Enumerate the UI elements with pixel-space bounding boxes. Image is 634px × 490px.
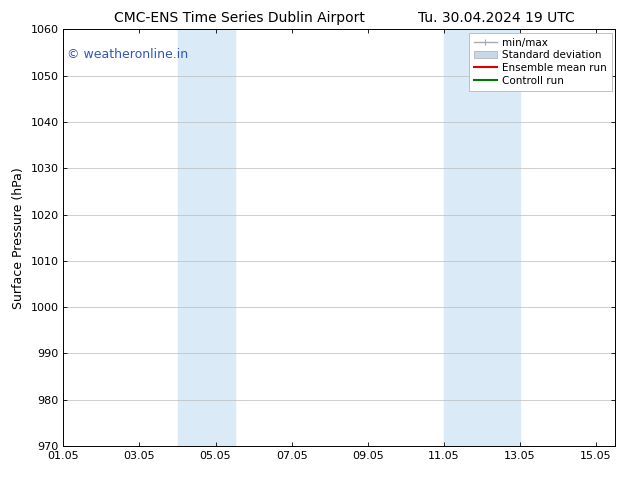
Text: © weatheronline.in: © weatheronline.in (67, 48, 188, 61)
Text: Tu. 30.04.2024 19 UTC: Tu. 30.04.2024 19 UTC (418, 11, 575, 25)
Bar (178, 29, 235, 446)
Text: CMC-ENS Time Series Dublin Airport: CMC-ENS Time Series Dublin Airport (114, 11, 365, 25)
Legend: min/max, Standard deviation, Ensemble mean run, Controll run: min/max, Standard deviation, Ensemble me… (469, 32, 612, 91)
Bar (444, 29, 520, 446)
Y-axis label: Surface Pressure (hPa): Surface Pressure (hPa) (12, 167, 25, 309)
